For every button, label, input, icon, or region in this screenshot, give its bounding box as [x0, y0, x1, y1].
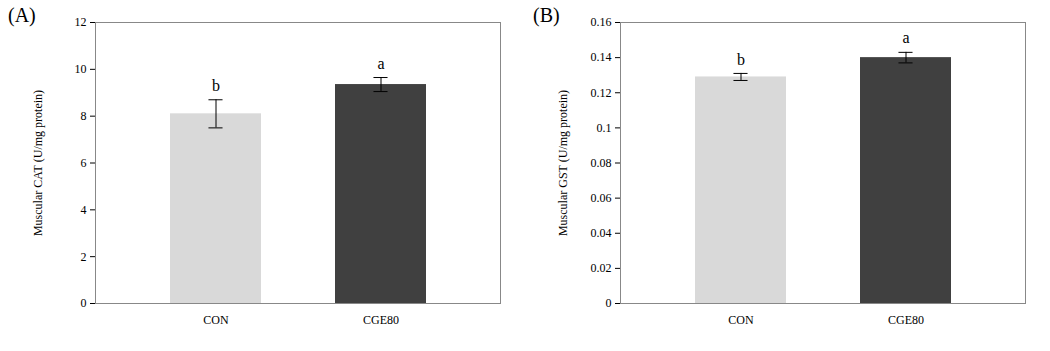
svg-text:CGE80: CGE80: [363, 313, 399, 327]
svg-text:CGE80: CGE80: [888, 313, 924, 327]
svg-text:8: 8: [81, 109, 87, 123]
svg-text:CON: CON: [728, 313, 754, 327]
svg-text:a: a: [377, 55, 384, 72]
svg-text:0.06: 0.06: [591, 191, 612, 205]
svg-text:a: a: [902, 29, 909, 46]
html-text:(A): (A): [8, 4, 36, 26]
svg-text:0.16: 0.16: [591, 15, 612, 29]
svg-text:0: 0: [81, 296, 87, 310]
html-text:(B): (B): [533, 4, 560, 26]
svg-text:CON: CON: [203, 313, 229, 327]
svg-text:Muscular GST (U/mg protein): Muscular GST (U/mg protein): [556, 90, 570, 236]
svg-text:b: b: [737, 51, 745, 68]
svg-text:0.14: 0.14: [591, 50, 612, 64]
svg-text:Muscular CAT (U/mg protein): Muscular CAT (U/mg protein): [31, 90, 45, 236]
svg-text:0.08: 0.08: [591, 156, 612, 170]
svg-text:10: 10: [75, 62, 87, 76]
svg-text:0.12: 0.12: [591, 86, 612, 100]
svg-text:0: 0: [606, 296, 612, 310]
svg-text:b: b: [212, 77, 220, 94]
svg-text:0.04: 0.04: [591, 226, 612, 240]
svg-text:6: 6: [81, 156, 87, 170]
svg-text:0.02: 0.02: [591, 261, 612, 275]
svg-text:2: 2: [81, 250, 87, 264]
svg-text:12: 12: [75, 15, 87, 29]
svg-text:4: 4: [81, 203, 87, 217]
svg-text:0.1: 0.1: [597, 121, 612, 135]
